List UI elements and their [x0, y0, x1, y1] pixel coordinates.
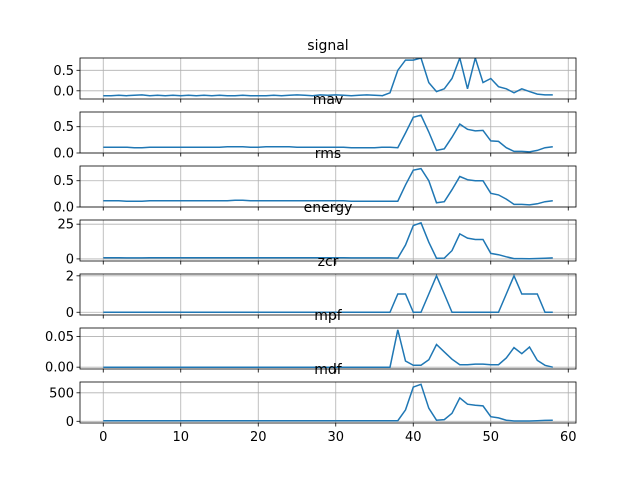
x-tick-label: 50 — [482, 430, 499, 445]
subplot-signal: 0.0 0.5 signal — [53, 38, 577, 103]
series-line-mpf — [103, 329, 553, 368]
x-tick-label: 0 — [99, 430, 107, 445]
subplot-rms: 0.0 0.5 rms — [53, 146, 577, 216]
y-tick-label: 0.00 — [45, 361, 74, 376]
y-tick-label: 0.5 — [53, 174, 74, 189]
subplot-title: rms — [315, 146, 341, 162]
subplot-zcr: 0 2 zcr — [66, 254, 577, 321]
y-tick-label: 0.0 — [53, 147, 74, 162]
y-tick-label: 0.05 — [45, 330, 74, 345]
x-tick-label: 40 — [405, 430, 422, 445]
subplot-title: mdf — [314, 362, 343, 378]
subplot-mav: 0.0 0.5 mav — [53, 92, 577, 162]
axes-frame — [79, 381, 577, 424]
x-tick-label: 60 — [560, 430, 577, 445]
axes-frame — [79, 327, 577, 370]
axes-frame — [79, 219, 577, 262]
y-tick-label: 0.5 — [53, 64, 74, 79]
y-tick-label: 0.0 — [53, 84, 74, 99]
axes-frame — [79, 57, 577, 100]
y-tick-label: 0 — [66, 306, 74, 321]
series-line-rms — [103, 167, 553, 206]
subplot-title: signal — [307, 38, 348, 54]
y-tick-label: 0 — [66, 252, 74, 267]
axes-frame — [79, 111, 577, 154]
series-line-energy — [103, 221, 553, 260]
subplot-mpf: 0.00 0.05 mpf — [45, 308, 577, 376]
y-tick-label: 0 — [66, 415, 74, 430]
subplot-panels: 0.00.5signal0.00.5mav0.00.5rms025energy0… — [45, 38, 576, 445]
y-tick-label: 0.5 — [53, 120, 74, 135]
x-tick-label: 20 — [250, 430, 267, 445]
series-line-mdf — [103, 383, 553, 422]
axes-frame — [79, 165, 577, 208]
y-tick-label: 500 — [49, 386, 74, 401]
y-tick-label: 25 — [57, 218, 74, 233]
series-line-mav — [103, 114, 553, 153]
series-line-zcr — [103, 274, 553, 314]
axes-frame — [79, 273, 577, 316]
y-tick-label: 0.0 — [53, 201, 74, 216]
subplot-title: mpf — [314, 308, 343, 324]
y-tick-label: 2 — [66, 269, 74, 284]
subplot-mdf: 0 500 mdf 0 10 20 30 40 50 60 — [49, 362, 576, 445]
x-tick-label: 30 — [327, 430, 344, 445]
subplot-energy: 0 25 energy — [57, 200, 577, 267]
subplot-title: energy — [304, 200, 353, 216]
series-line-signal — [103, 58, 553, 97]
x-tick-label: 10 — [172, 430, 189, 445]
subplot-title: mav — [313, 92, 344, 108]
subplot-title: zcr — [318, 254, 339, 270]
